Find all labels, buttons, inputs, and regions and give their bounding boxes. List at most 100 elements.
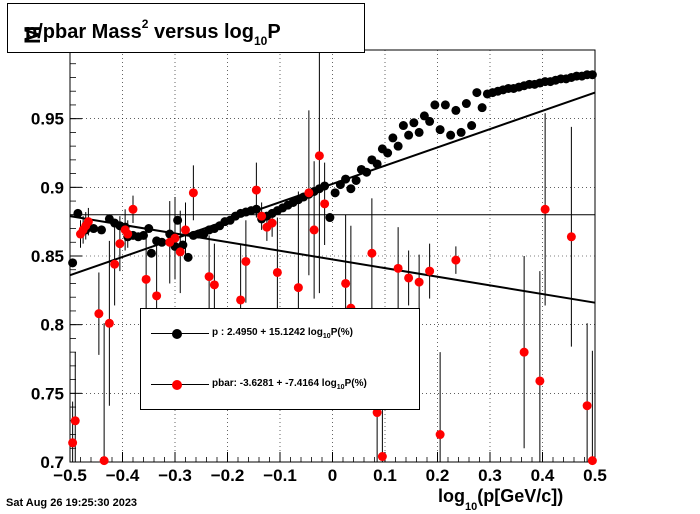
data-point-p xyxy=(325,213,335,223)
data-point-pbar xyxy=(293,283,303,293)
data-point-pbar xyxy=(372,408,382,418)
data-point-pbar xyxy=(241,256,251,266)
data-point-pbar xyxy=(68,438,78,448)
data-point-pbar xyxy=(83,217,93,227)
legend-label-pbar: pbar: -3.6281 + -7.4164 log10P(%) xyxy=(212,378,367,391)
x-axis-label: log10(p[GeV/c]) xyxy=(438,486,564,513)
data-point-pbar xyxy=(425,266,435,276)
chart-title: p/pbar Mass2 versus log10P xyxy=(25,17,281,48)
legend-marker-pbar xyxy=(172,380,182,390)
x-tick-label: −0.5 xyxy=(53,466,87,485)
data-point-p xyxy=(393,141,403,151)
data-point-p xyxy=(456,127,466,137)
data-point-p xyxy=(68,258,78,268)
data-point-p xyxy=(467,121,477,131)
data-point-pbar xyxy=(70,416,80,426)
x-tick-label: 0.3 xyxy=(478,466,502,485)
data-point-pbar xyxy=(141,274,151,284)
data-point-p xyxy=(430,100,440,110)
data-point-pbar xyxy=(110,259,120,269)
x-tick-label: 0.1 xyxy=(373,466,397,485)
data-point-pbar xyxy=(170,233,180,243)
data-point-pbar xyxy=(272,267,282,277)
chart-title-box: p/pbar Mass2 versus log10P xyxy=(7,3,365,53)
data-point-pbar xyxy=(181,225,190,235)
data-point-p xyxy=(446,130,456,140)
data-point-pbar xyxy=(152,291,162,301)
data-point-pbar xyxy=(99,456,109,466)
data-point-p xyxy=(183,252,193,262)
data-point-p xyxy=(178,240,188,250)
y-axis-label: M xyxy=(20,25,45,44)
data-point-pbar xyxy=(175,247,185,257)
data-point-pbar xyxy=(519,347,529,357)
data-point-p xyxy=(587,70,597,80)
data-point-p xyxy=(372,159,382,169)
data-point-pbar xyxy=(204,272,214,282)
data-point-pbar xyxy=(320,199,330,209)
y-tick-label: 0.7 xyxy=(40,453,64,472)
y-tick-label: 0.85 xyxy=(31,247,64,266)
x-tick-label: −0.2 xyxy=(211,466,245,485)
data-point-pbar xyxy=(94,309,104,319)
legend-item-pbar: pbar: -3.6281 + -7.4164 log10P(%) xyxy=(141,375,421,395)
x-tick-label: −0.4 xyxy=(106,466,140,485)
x-tick-label: 0 xyxy=(328,466,337,485)
data-point-pbar xyxy=(209,280,219,290)
data-point-pbar xyxy=(435,430,445,440)
data-point-p xyxy=(139,230,148,240)
data-point-p xyxy=(346,184,356,194)
data-point-p xyxy=(251,204,261,214)
data-point-pbar xyxy=(236,295,246,305)
data-point-p xyxy=(146,248,156,258)
data-point-p xyxy=(173,215,183,225)
data-point-p xyxy=(362,167,372,177)
data-point-p xyxy=(414,127,424,137)
data-point-pbar xyxy=(367,248,377,258)
data-point-p xyxy=(404,130,414,140)
data-point-pbar xyxy=(304,188,314,198)
data-point-pbar xyxy=(587,456,597,466)
data-point-pbar xyxy=(115,239,125,249)
data-point-pbar xyxy=(566,232,576,242)
y-tick-label: 0.8 xyxy=(40,316,64,335)
timestamp: Sat Aug 26 19:25:30 2023 xyxy=(6,497,138,509)
data-point-pbar xyxy=(314,151,324,161)
data-point-p xyxy=(73,208,83,218)
data-point-pbar xyxy=(104,318,114,328)
x-tick-label: 0.5 xyxy=(583,466,607,485)
data-point-p xyxy=(320,181,330,191)
legend-label-p: p : 2.4950 + 15.1242 log10P(%) xyxy=(212,327,353,340)
y-tick-label: 0.95 xyxy=(31,110,64,129)
data-point-p xyxy=(388,133,398,143)
data-point-p xyxy=(435,125,445,135)
data-point-pbar xyxy=(404,273,414,283)
data-point-p xyxy=(477,103,487,113)
x-tick-label: 0.2 xyxy=(426,466,450,485)
legend-item-p: p : 2.4950 + 15.1242 log10P(%) xyxy=(141,324,421,344)
data-point-p xyxy=(97,225,106,235)
data-point-pbar xyxy=(540,204,550,214)
data-point-pbar xyxy=(582,401,592,411)
data-point-pbar xyxy=(535,376,545,386)
data-point-pbar xyxy=(123,229,133,239)
data-point-p xyxy=(157,237,167,247)
data-point-p xyxy=(451,105,461,115)
data-point-pbar xyxy=(309,225,319,235)
x-tick-label: −0.1 xyxy=(263,466,297,485)
data-point-p xyxy=(89,224,99,234)
data-point-p xyxy=(341,174,351,184)
data-point-pbar xyxy=(188,188,198,198)
data-point-p xyxy=(409,118,419,128)
data-point-pbar xyxy=(128,204,138,214)
fit-line-pbar xyxy=(69,215,596,304)
y-tick-label: 0.9 xyxy=(40,178,64,197)
legend-marker-p xyxy=(172,329,182,339)
data-point-p xyxy=(351,175,361,185)
data-point-pbar xyxy=(267,218,277,228)
x-tick-label: 0.4 xyxy=(531,466,555,485)
data-point-p xyxy=(383,148,393,158)
data-point-p xyxy=(461,99,471,109)
data-point-pbar xyxy=(341,278,351,288)
